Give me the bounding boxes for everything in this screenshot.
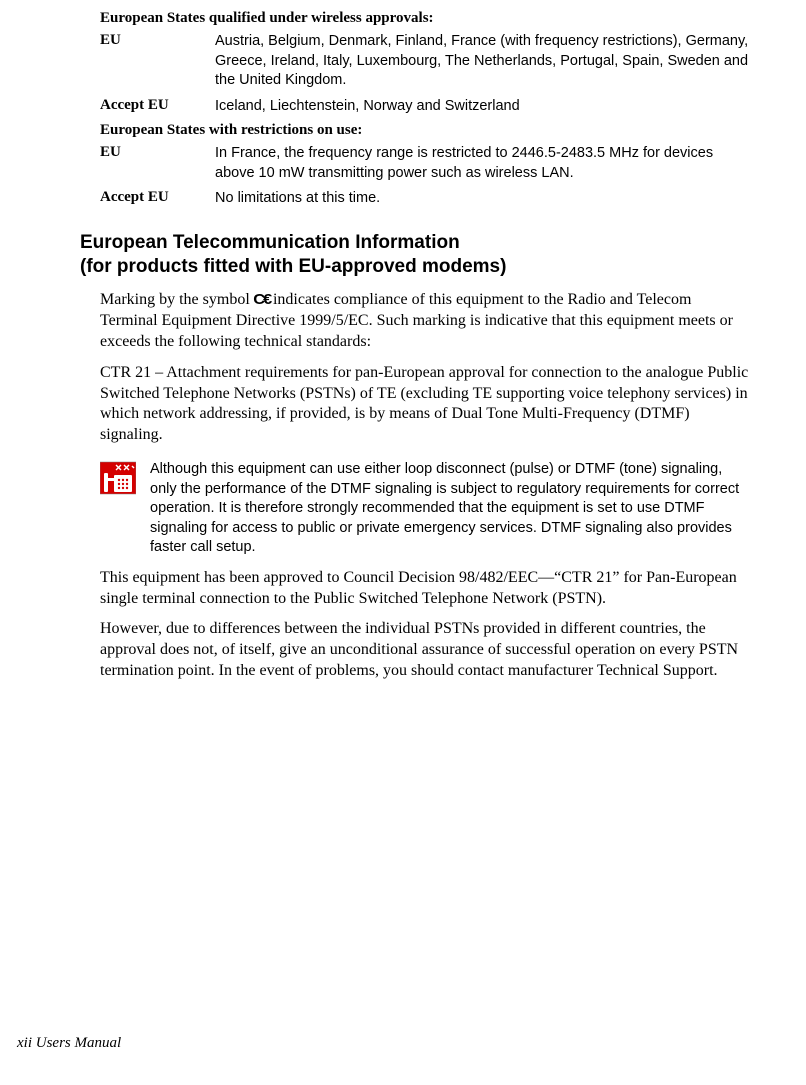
definition-row: Accept EU Iceland, Liechtenstein, Norway… (100, 97, 751, 117)
desc-eu-restrict: In France, the frequency range is restri… (215, 144, 751, 183)
warning-note-text: Although this equipment can use either l… (150, 460, 751, 558)
paragraph-marking: Marking by the symbol C€ indicates compl… (100, 290, 751, 352)
ce-mark-icon: C€ (253, 290, 270, 310)
section-title-approvals: European States qualified under wireless… (100, 10, 751, 27)
section-title-restrictions: European States with restrictions on use… (100, 122, 751, 139)
page-footer: xii Users Manual (17, 1035, 121, 1052)
heading-line2: (for products fitted with EU-approved mo… (80, 256, 506, 277)
warning-note-block: Although this equipment can use either l… (100, 460, 751, 558)
desc-accept-eu-countries: Iceland, Liechtenstein, Norway and Switz… (215, 97, 751, 117)
desc-accept-eu-restrict: No limitations at this time. (215, 189, 751, 209)
definition-row: EU In France, the frequency range is res… (100, 144, 751, 183)
paragraph-approval: This equipment has been approved to Coun… (100, 568, 751, 610)
paragraph-differences: However, due to differences between the … (100, 619, 751, 681)
definition-row: Accept EU No limitations at this time. (100, 189, 751, 209)
paragraph-ctr21: CTR 21 – Attachment requirements for pan… (100, 363, 751, 446)
desc-eu-countries: Austria, Belgium, Denmark, Finland, Fran… (215, 32, 751, 91)
heading-telecom-info: European Telecommunication Information (… (80, 231, 751, 279)
term-accept-eu: Accept EU (100, 97, 215, 117)
term-eu-restrict: EU (100, 144, 215, 183)
term-eu: EU (100, 32, 215, 91)
warning-phone-icon (100, 460, 136, 496)
para1-pre: Marking by the symbol (100, 291, 254, 308)
heading-line1: European Telecommunication Information (80, 232, 460, 253)
definition-row: EU Austria, Belgium, Denmark, Finland, F… (100, 32, 751, 91)
term-accept-eu-restrict: Accept EU (100, 189, 215, 209)
